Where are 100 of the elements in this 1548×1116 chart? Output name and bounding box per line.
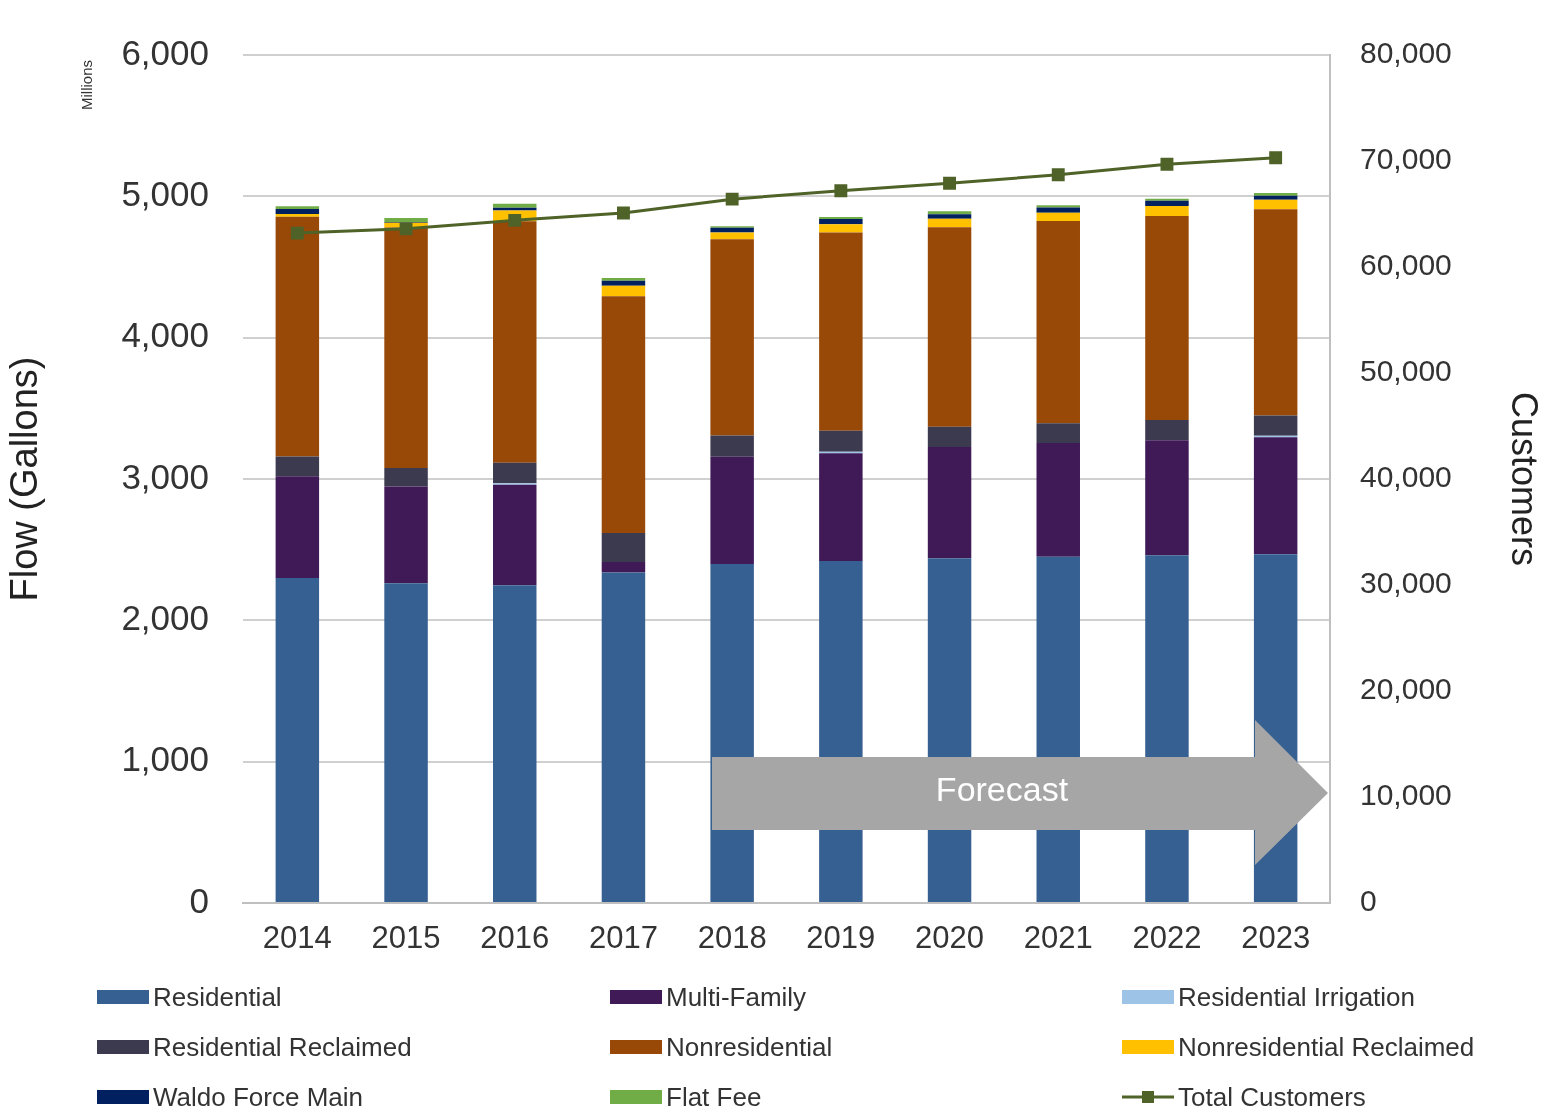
bar xyxy=(710,435,754,457)
bar xyxy=(601,278,646,281)
y-tick-label: 2,000 xyxy=(121,597,209,637)
point xyxy=(1160,157,1174,171)
bar xyxy=(927,214,972,219)
x-tick-label: 2023 xyxy=(1241,920,1311,956)
point xyxy=(943,176,956,190)
bar xyxy=(601,296,646,533)
bar xyxy=(493,203,537,208)
bar xyxy=(1036,423,1080,444)
bar xyxy=(1145,200,1189,206)
y2-tick-label: 20,000 xyxy=(1360,672,1452,706)
x-tick-label: 2019 xyxy=(806,920,876,956)
bar xyxy=(384,468,428,487)
point xyxy=(290,226,304,240)
bar xyxy=(493,484,537,586)
bar xyxy=(927,227,972,427)
bar xyxy=(927,218,972,228)
bar xyxy=(1253,437,1298,555)
bar xyxy=(1253,192,1298,196)
y-tick-label: 1,000 xyxy=(121,739,209,779)
x-tick-label: 2018 xyxy=(697,920,767,956)
point xyxy=(617,206,630,220)
x-tick-label: 2020 xyxy=(915,920,985,956)
bar xyxy=(275,456,320,477)
bar xyxy=(710,227,754,233)
legend-label: Waldo Force Main xyxy=(153,1081,363,1113)
bar xyxy=(1145,215,1189,420)
bar xyxy=(1036,207,1080,213)
bar xyxy=(275,206,320,210)
legend-label: Flat Fee xyxy=(666,1081,762,1113)
text: Millions xyxy=(78,59,95,110)
bar xyxy=(1253,415,1298,436)
y-tick-label: 0 xyxy=(189,880,209,920)
bar xyxy=(710,456,754,564)
point xyxy=(1051,168,1065,182)
point xyxy=(508,213,522,227)
bar xyxy=(1253,199,1298,210)
bar xyxy=(601,285,646,297)
legend-label: Residential Reclaimed xyxy=(153,1031,412,1063)
bar xyxy=(275,214,320,217)
y-tick-label: 4,000 xyxy=(121,315,209,355)
bar xyxy=(1036,220,1080,424)
bar xyxy=(927,447,972,559)
bar xyxy=(927,211,972,215)
bar xyxy=(275,209,320,214)
bar xyxy=(275,577,320,902)
bar xyxy=(1036,443,1080,557)
bar xyxy=(819,232,863,431)
legend-label: Multi-Family xyxy=(666,981,807,1013)
point xyxy=(1269,151,1283,165)
bar xyxy=(384,583,428,902)
y-tick-label: 5,000 xyxy=(121,173,209,213)
x-tick-label: 2021 xyxy=(1023,920,1093,956)
bar xyxy=(819,453,863,561)
bar xyxy=(601,572,646,902)
x-tick-label: 2014 xyxy=(262,920,332,956)
point xyxy=(399,222,413,236)
legend-label: Residential xyxy=(153,981,282,1013)
y2-tick-label: 10,000 xyxy=(1360,778,1452,812)
bar xyxy=(384,218,428,223)
bar xyxy=(1036,212,1080,221)
y2-tick-label: 60,000 xyxy=(1360,248,1452,282)
x-tick-label: 2016 xyxy=(480,920,550,956)
bar xyxy=(1145,419,1189,441)
bar xyxy=(1253,195,1298,200)
point xyxy=(834,184,848,198)
bar xyxy=(819,219,863,225)
legend-label: Nonresidential Reclaimed xyxy=(1178,1031,1475,1063)
x-tick-label: 2017 xyxy=(588,920,658,956)
y2-axis-title: Customers xyxy=(1504,391,1546,567)
legend-label: Total Customers xyxy=(1178,1081,1366,1113)
bar xyxy=(275,216,320,457)
y2-tick-label: 50,000 xyxy=(1360,354,1452,388)
bar xyxy=(710,239,754,436)
bar xyxy=(927,426,972,448)
bar xyxy=(493,221,537,463)
bar xyxy=(384,227,428,469)
bar xyxy=(493,462,537,484)
y2-tick-label: 0 xyxy=(1360,884,1377,918)
y-axis-title: Flow (Gallons) xyxy=(3,356,46,602)
y2-tick-label: 70,000 xyxy=(1360,142,1452,176)
legend-label: Residential Irrigation xyxy=(1178,981,1416,1013)
annotation: Forecast xyxy=(934,770,1070,809)
bar xyxy=(1145,205,1189,216)
y-tick-label: 3,000 xyxy=(121,456,209,496)
bar xyxy=(384,486,428,584)
y2-tick-label: 30,000 xyxy=(1360,566,1452,600)
bar xyxy=(601,561,646,573)
bar xyxy=(275,476,320,578)
y2-tick-label: 80,000 xyxy=(1360,36,1452,70)
bar xyxy=(493,207,537,211)
bar xyxy=(1253,209,1298,416)
x-tick-label: 2022 xyxy=(1132,920,1202,956)
y-tick-label: 6,000 xyxy=(121,32,209,72)
bar xyxy=(601,532,646,562)
y2-tick-label: 40,000 xyxy=(1360,460,1452,494)
bar xyxy=(493,585,537,902)
bar xyxy=(1145,440,1189,556)
legend-label: Nonresidential xyxy=(666,1031,833,1063)
